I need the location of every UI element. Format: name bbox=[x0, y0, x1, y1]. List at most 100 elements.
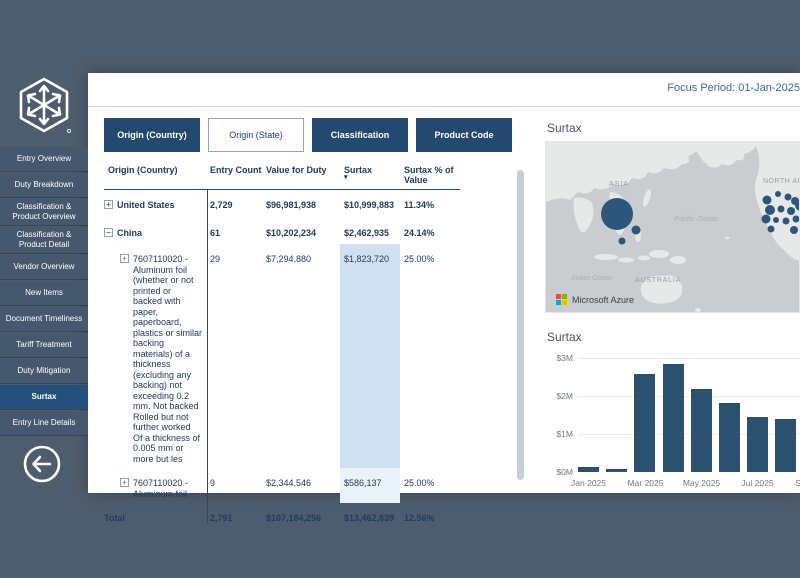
column-divider bbox=[207, 190, 208, 523]
sidebar-item-vendor-overview[interactable]: Vendor Overview bbox=[0, 255, 88, 279]
x-tick-label: Sep 2025 bbox=[795, 478, 800, 488]
collapse-icon[interactable]: − bbox=[104, 228, 113, 237]
map-bubble[interactable] bbox=[761, 214, 771, 224]
map-bubble[interactable] bbox=[775, 191, 781, 197]
tab-origin-country[interactable]: Origin (Country) bbox=[104, 118, 200, 152]
bar-may-2025[interactable] bbox=[690, 389, 712, 472]
cell-value-for-duty: $2,344,546 bbox=[266, 478, 312, 488]
y-tick-3m: $3M bbox=[556, 353, 573, 363]
cell-value-for-duty: $107,184,256 bbox=[266, 513, 322, 523]
row-label: 7607110020 - Aluminum foil bbox=[133, 478, 188, 499]
bar-jul-2025[interactable] bbox=[747, 417, 769, 472]
map-bubble[interactable] bbox=[790, 226, 798, 234]
x-tick-label: May 2025 bbox=[682, 478, 721, 488]
surtax-table: Origin (Country) Entry Count Value for D… bbox=[104, 163, 460, 529]
back-button[interactable] bbox=[22, 444, 62, 484]
label-asia: ASIA bbox=[609, 181, 629, 188]
report-canvas: Focus Period: 01-Jan-2025 Origin (Countr… bbox=[88, 73, 800, 523]
map-labels: ASIA NORTH AMERICA Pacific Ocean Indian … bbox=[571, 178, 799, 284]
ms-logo-green bbox=[562, 294, 567, 299]
bar-aug-2025[interactable] bbox=[775, 419, 797, 472]
table-row-china[interactable]: − China 61 $10,202,234 $2,462,935 24.14% bbox=[104, 218, 460, 244]
cell-entry-count: 29 bbox=[210, 254, 221, 264]
map-bubble[interactable] bbox=[601, 198, 633, 230]
bar-chart-plot: $3M $2M $1M $0M bbox=[545, 352, 800, 477]
map-bubble[interactable] bbox=[631, 225, 641, 235]
cell-surtax-pct: 11.34% bbox=[404, 200, 435, 210]
label-pacific-ocean: Pacific Ocean bbox=[674, 216, 717, 223]
bar-apr-2025[interactable] bbox=[662, 364, 684, 472]
map-bubble[interactable] bbox=[777, 205, 785, 213]
table-scrollbar[interactable] bbox=[517, 170, 524, 480]
back-arrow-icon bbox=[32, 455, 52, 473]
sidebar-item-duty-breakdown[interactable]: Duty Breakdown bbox=[0, 173, 88, 197]
tab-classification[interactable]: Classification bbox=[312, 118, 408, 152]
cell-surtax: $10,999,883 bbox=[344, 200, 395, 210]
expand-icon[interactable]: + bbox=[120, 254, 129, 263]
table-body: + United States 2,729 $96,981,938 $10,999,88… bbox=[104, 190, 460, 529]
bars-group bbox=[578, 358, 800, 472]
table-row-united[interactable]: + United States 2,729 $96,981,938 $10,999,88… bbox=[104, 190, 460, 218]
col-header-surtax-pct[interactable]: Surtax % of Value bbox=[404, 165, 454, 185]
sort-descending-icon[interactable]: ▾ bbox=[344, 174, 348, 181]
col-header-origin-country[interactable]: Origin (Country) bbox=[108, 165, 178, 175]
map-bubble[interactable] bbox=[618, 237, 626, 245]
map-bubble[interactable] bbox=[784, 193, 792, 201]
col-header-surtax[interactable]: Surtax ▾ bbox=[340, 163, 400, 185]
expand-icon[interactable]: + bbox=[104, 200, 113, 209]
sidebar-item-classification-product-overview[interactable]: Classification & Product Overview bbox=[0, 199, 88, 225]
col-header-value-for-duty[interactable]: Value for Duty bbox=[266, 165, 327, 175]
map-bubble[interactable] bbox=[792, 215, 800, 223]
tab-product-code[interactable]: Product Code bbox=[416, 118, 512, 152]
y-tick-0m: $0M bbox=[556, 467, 573, 477]
table-row-7607110020[interactable]: +7607110020 - Aluminum foil 9 $2,344,546 $5… bbox=[104, 468, 460, 503]
table-row-7607110020[interactable]: +7607110020 - Aluminum foil (whether or … bbox=[104, 244, 460, 468]
sidebar: Entry Overview Duty Breakdown Classificati… bbox=[0, 0, 88, 578]
sidebar-item-tariff-treatment[interactable]: Tariff Treatment bbox=[0, 333, 88, 357]
row-label: United States bbox=[117, 200, 175, 210]
map-bubble[interactable] bbox=[795, 199, 800, 211]
bar-jan-2025[interactable] bbox=[578, 467, 599, 472]
y-tick-1m: $1M bbox=[556, 429, 573, 439]
table-row-total[interactable]: Total 2,791 $107,184,256 $13,462,839 12.56% bbox=[104, 503, 460, 529]
map-bubble[interactable] bbox=[787, 207, 795, 215]
cell-surtax: $2,462,935 bbox=[344, 228, 390, 238]
cell-entry-count: 9 bbox=[210, 478, 216, 488]
bar-feb-2025[interactable] bbox=[606, 469, 628, 472]
surtax-map-visual: Surtax bbox=[545, 121, 800, 321]
expand-icon[interactable]: + bbox=[120, 478, 129, 487]
cell-entry-count: 61 bbox=[210, 228, 221, 238]
sidebar-item-duty-mitigation[interactable]: Duty Mitigation bbox=[0, 359, 88, 383]
cell-surtax: $1,823,720 bbox=[340, 244, 400, 468]
y-tick-2m: $2M bbox=[556, 391, 573, 401]
sidebar-item-label: Classification & Product Detail bbox=[16, 230, 72, 249]
surtax-bar-chart-visual: Surtax $3M $2M $1M $0M Jan 2025 Mar 2025 M… bbox=[545, 330, 800, 490]
sidebar-item-label: Entry Overview bbox=[16, 154, 72, 163]
focus-period-label: Focus Period: 01-Jan-2025 bbox=[667, 82, 800, 94]
map-bubbles bbox=[601, 191, 800, 245]
tab-origin-state[interactable]: Origin (State) bbox=[208, 118, 304, 152]
sidebar-item-surtax[interactable]: Surtax bbox=[0, 385, 88, 409]
map-bubble[interactable] bbox=[762, 195, 772, 205]
map-bubble[interactable] bbox=[767, 225, 775, 233]
x-axis-labels: Jan 2025 Mar 2025 May 2025 Jul 2025 Sep 2025 bbox=[571, 478, 800, 490]
gridline-2m bbox=[578, 396, 800, 397]
ms-logo-blue bbox=[556, 300, 561, 305]
sidebar-item-label: Duty Mitigation bbox=[17, 366, 71, 375]
header-divider bbox=[88, 106, 800, 107]
sidebar-item-label: Tariff Treatment bbox=[16, 340, 72, 349]
sidebar-item-document-timeliness[interactable]: Document Timeliness bbox=[0, 307, 88, 331]
world-map: ASIA NORTH AMERICA Pacific Ocean Indian … bbox=[545, 141, 800, 313]
sidebar-item-entry-overview[interactable]: Entry Overview bbox=[0, 147, 88, 171]
azure-label: Microsoft Azure bbox=[572, 295, 634, 305]
map-bubble[interactable] bbox=[765, 205, 775, 215]
map-bubble[interactable] bbox=[782, 217, 790, 225]
map-bubble[interactable] bbox=[773, 217, 779, 223]
col-header-entry-count[interactable]: Entry Count bbox=[210, 165, 262, 175]
sidebar-item-label: Classification & Product Overview bbox=[12, 202, 76, 221]
sidebar-item-entry-line-details[interactable]: Entry Line Details bbox=[0, 411, 88, 435]
bar-jun-2025[interactable] bbox=[719, 403, 740, 472]
sidebar-item-new-items[interactable]: New Items bbox=[0, 281, 88, 305]
bar-mar-2025[interactable] bbox=[634, 374, 656, 472]
sidebar-item-classification-product-detail[interactable]: Classification & Product Detail bbox=[0, 227, 88, 253]
